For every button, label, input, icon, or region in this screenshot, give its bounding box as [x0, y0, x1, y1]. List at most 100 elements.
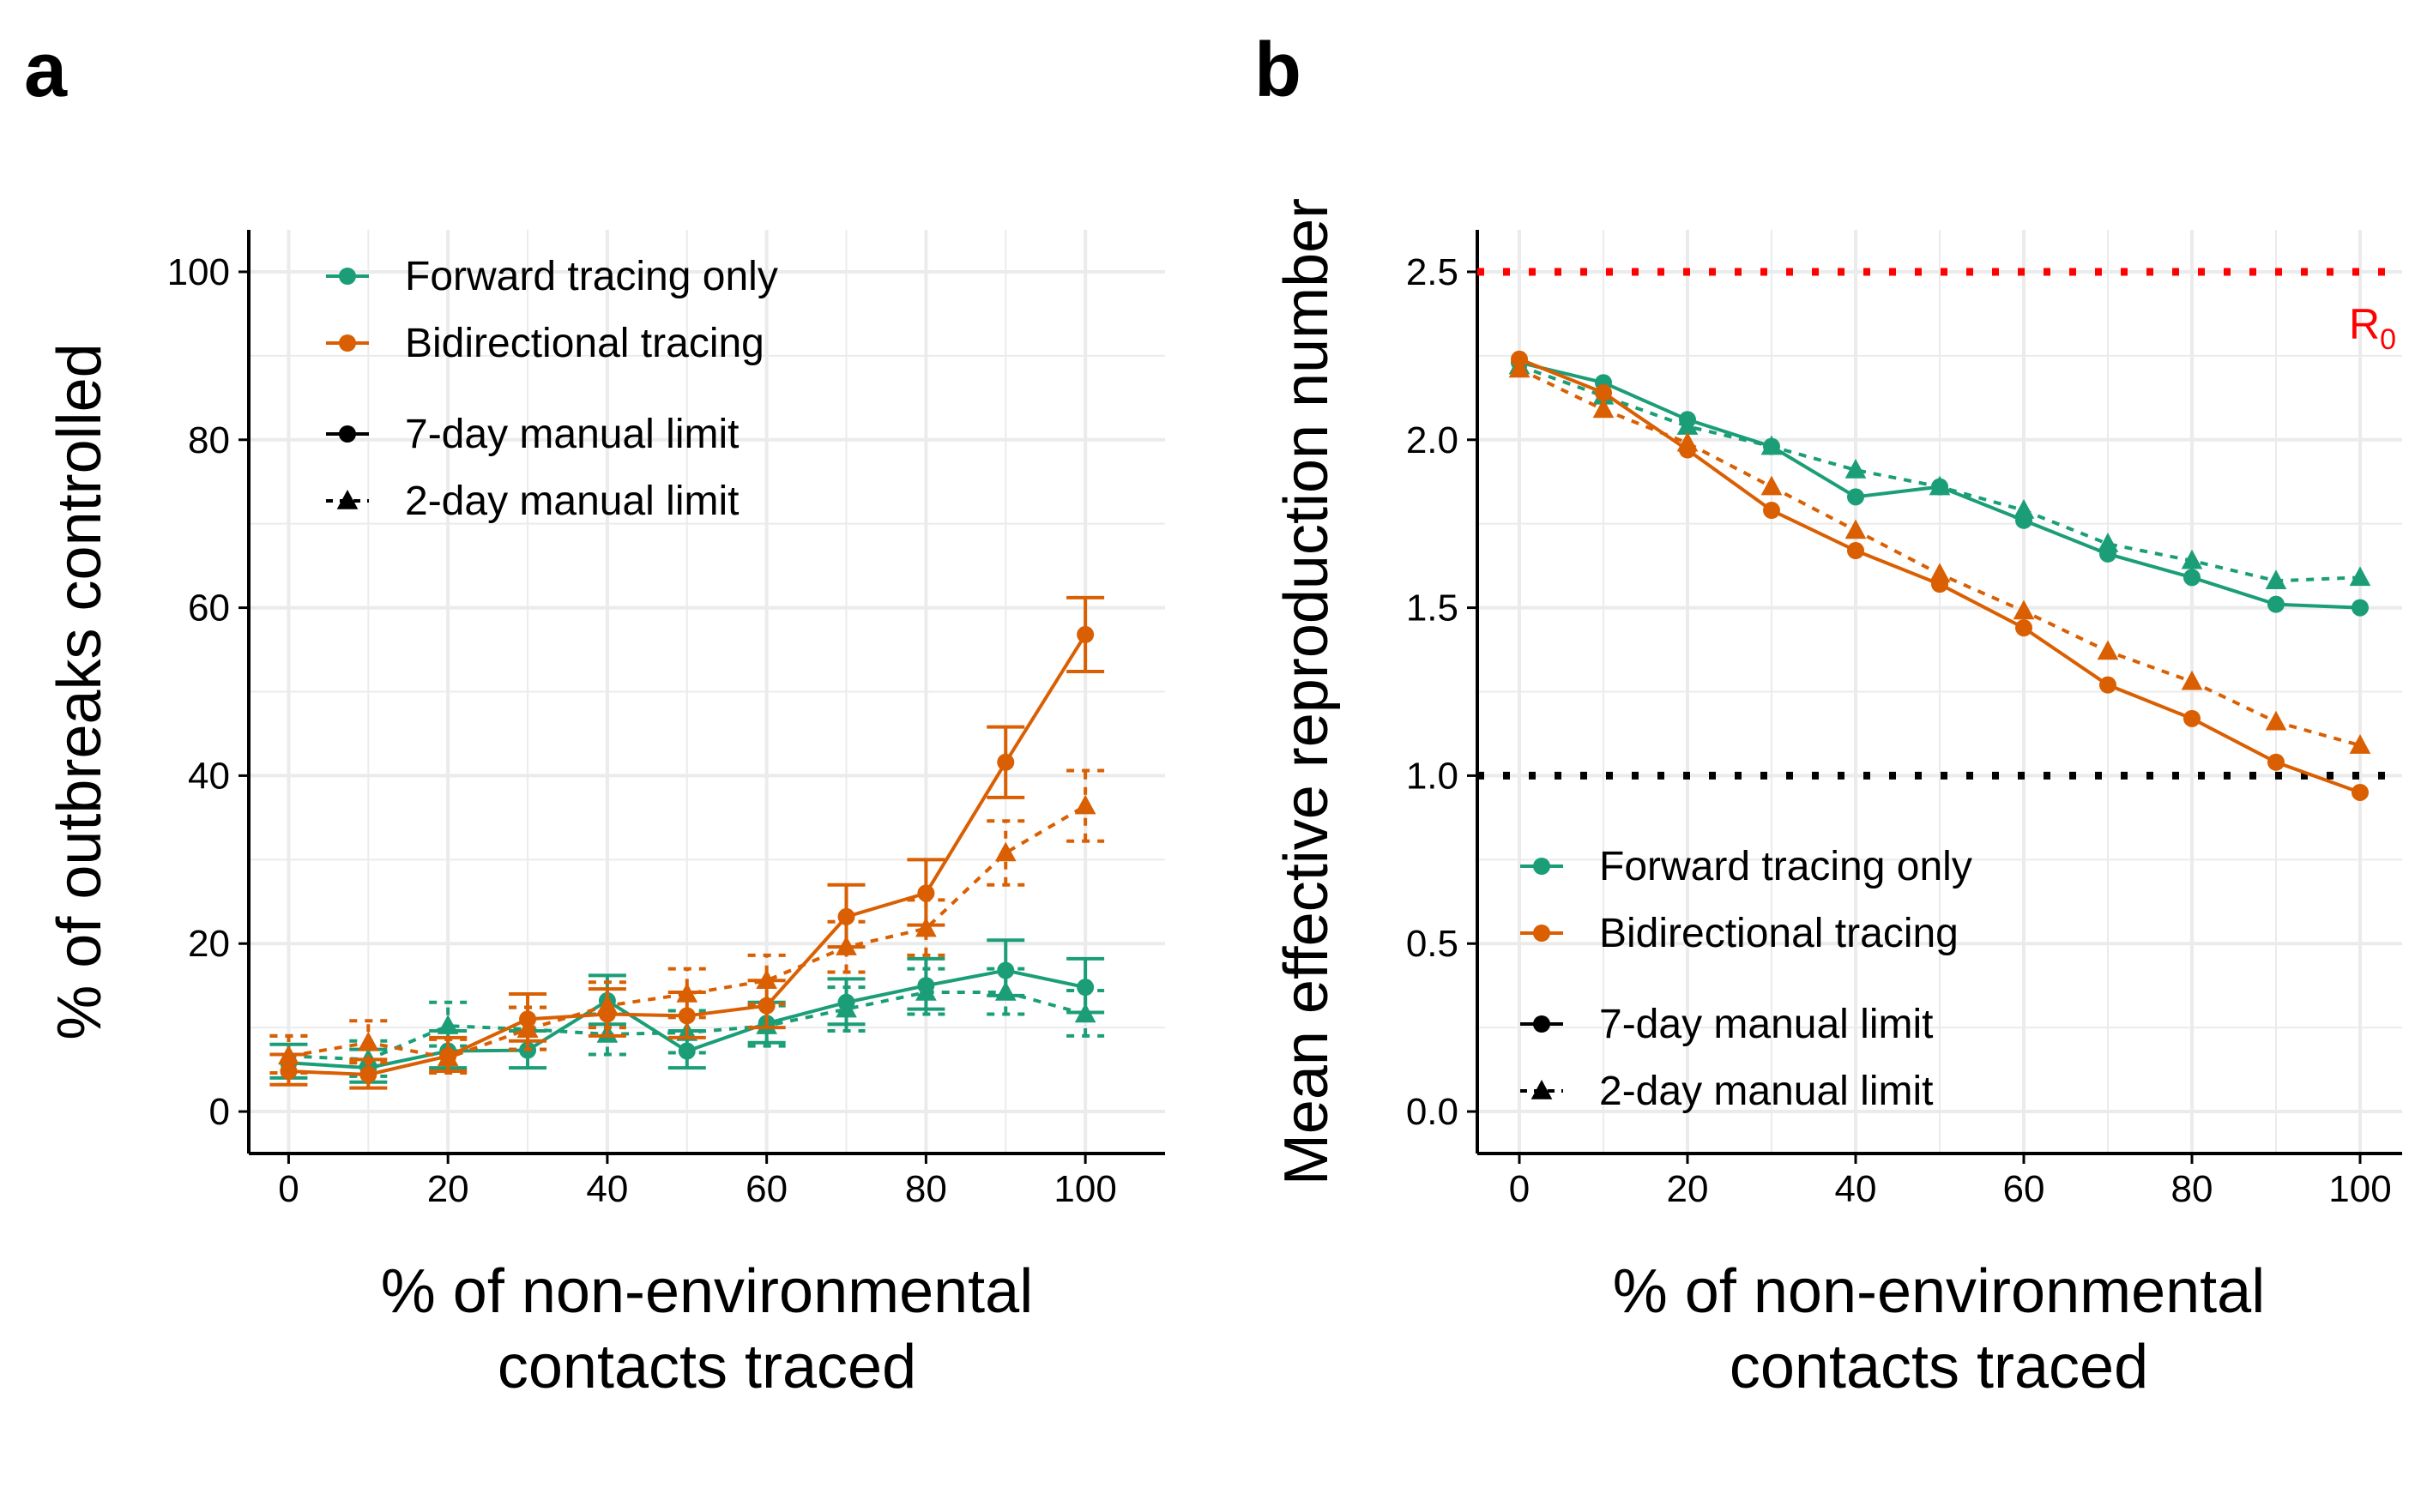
series-bidirectional-7-day — [1511, 350, 2369, 801]
data-point — [2352, 599, 2369, 617]
data-point — [516, 1018, 539, 1038]
data-point — [836, 936, 857, 955]
y-tick-label: 80 — [188, 419, 230, 461]
y-tick-label: 0 — [209, 1091, 230, 1133]
data-point — [1763, 502, 1780, 520]
data-point — [2097, 533, 2119, 552]
legend: Forward tracing only Bidirectional tracin… — [1520, 844, 1972, 1114]
reference-line-label: R0 — [2349, 300, 2396, 356]
legend-key-marker — [336, 490, 359, 509]
legend-key-marker — [339, 268, 356, 285]
data-point — [2352, 783, 2369, 801]
legend-key-marker — [1533, 1015, 1550, 1033]
data-point — [357, 1031, 379, 1051]
data-point — [2097, 640, 2119, 660]
x-tick-label: 20 — [427, 1168, 469, 1210]
y-tick-label: 60 — [188, 587, 230, 629]
legend-key-marker — [1533, 925, 1550, 942]
data-point — [2181, 670, 2203, 690]
data-point — [1676, 415, 1699, 435]
series-group — [1508, 350, 2371, 801]
x-tick-label: 40 — [586, 1168, 628, 1210]
data-point — [1844, 459, 1867, 479]
data-point — [1847, 542, 1864, 560]
data-point — [1074, 794, 1096, 815]
series-bidirectional-2-day — [1508, 358, 2371, 754]
legend-label: Bidirectional tracing — [405, 321, 764, 366]
data-point — [2013, 599, 2035, 620]
y-tick-label: 2.0 — [1406, 419, 1458, 461]
data-point — [915, 917, 937, 937]
data-point — [1760, 435, 1783, 455]
data-point — [2183, 709, 2201, 727]
legend-key-marker — [339, 334, 356, 352]
data-point — [2013, 499, 2035, 519]
grid — [1477, 230, 2402, 1154]
data-point — [1760, 475, 1783, 496]
panel-a: a 0 20 40 60 80 100 0 20 40 60 80 100 % of non-enviro… — [24, 27, 1165, 1401]
x-tick-label: 0 — [278, 1168, 299, 1210]
series-line — [288, 804, 1087, 1060]
x-tick-label: 80 — [2171, 1168, 2213, 1210]
data-point — [1595, 383, 1612, 401]
data-point — [1676, 431, 1699, 452]
series-bidirectional-2-day — [269, 768, 1105, 1075]
legend-label: Forward tracing only — [1599, 844, 1972, 889]
data-point — [1077, 979, 1095, 997]
data-point — [437, 1046, 459, 1067]
legend-label: 7-day manual limit — [1599, 1002, 1933, 1047]
data-point — [2349, 734, 2371, 754]
data-point — [1077, 625, 1095, 643]
panel-b: b 0 20 40 60 80 100 0.0 0.5 1.0 1.5 2.0 2.5 % of non-… — [1254, 27, 2402, 1401]
data-point — [997, 753, 1015, 771]
data-point — [1074, 1003, 1096, 1023]
data-point — [836, 997, 857, 1018]
x-axis-label: % of non-environmental contacts traced — [1613, 1257, 2265, 1401]
legend-label: 2-day manual limit — [405, 479, 739, 524]
data-point — [1929, 475, 1951, 496]
panel-label: a — [24, 27, 68, 113]
data-point — [1592, 398, 1615, 419]
legend-label: Bidirectional tracing — [1599, 911, 1959, 956]
legend-label: Forward tracing only — [405, 254, 778, 299]
data-point — [756, 969, 778, 990]
x-tick-label: 80 — [905, 1168, 947, 1210]
data-point — [1847, 488, 1864, 506]
panel-label: b — [1254, 27, 1301, 113]
x-tick-label: 60 — [746, 1168, 788, 1210]
legend-label: 2-day manual limit — [1599, 1069, 1933, 1114]
legend-key-marker — [1533, 858, 1550, 875]
data-point — [2015, 619, 2032, 637]
y-tick-label: 1.5 — [1406, 587, 1458, 629]
data-point — [994, 981, 1017, 1001]
data-point — [2267, 595, 2285, 613]
x-tick-label: 20 — [1667, 1168, 1709, 1210]
y-tick-label: 1.0 — [1406, 755, 1458, 797]
data-point — [1508, 358, 1530, 378]
legend-key-marker — [1530, 1080, 1553, 1099]
data-point — [359, 1065, 377, 1083]
x-tick-label: 0 — [1509, 1168, 1530, 1210]
data-point — [2099, 676, 2116, 694]
data-point — [278, 1045, 299, 1065]
data-point — [2265, 569, 2287, 590]
legend: Forward tracing only Bidirectional tracin… — [326, 254, 778, 524]
y-tick-label: 0.0 — [1406, 1091, 1458, 1133]
data-point — [994, 841, 1017, 862]
y-axis-label: Mean effective reproduction number — [1272, 198, 1341, 1185]
data-point — [915, 981, 937, 1001]
legend-label: 7-day manual limit — [405, 412, 739, 457]
x-tick-label: 40 — [1835, 1168, 1877, 1210]
data-point — [596, 994, 619, 1015]
legend-key-marker — [339, 425, 356, 443]
x-axis-label: % of non-environmental contacts traced — [381, 1257, 1033, 1401]
data-point — [1929, 563, 1951, 583]
data-point — [2349, 566, 2371, 587]
data-point — [437, 1015, 459, 1034]
series-group — [269, 595, 1105, 1090]
data-point — [2181, 549, 2203, 569]
x-tick-label: 60 — [2003, 1168, 2045, 1210]
data-point — [2183, 569, 2201, 587]
data-point — [1844, 519, 1867, 539]
